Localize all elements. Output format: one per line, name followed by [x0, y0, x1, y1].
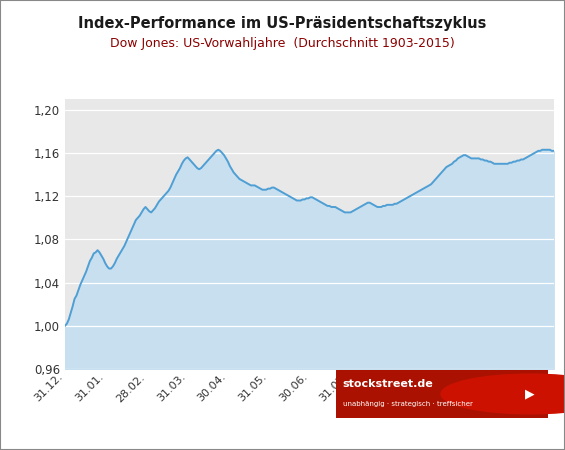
Text: stockstreet.de: stockstreet.de	[342, 378, 433, 389]
Text: Dow Jones: US-Vorwahljahre  (Durchschnitt 1903-2015): Dow Jones: US-Vorwahljahre (Durchschnitt…	[110, 37, 455, 50]
Text: ▶: ▶	[525, 387, 535, 400]
Text: unabhängig · strategisch · treffsicher: unabhängig · strategisch · treffsicher	[342, 401, 472, 407]
Circle shape	[441, 374, 565, 414]
Text: Index-Performance im US-Präsidentschaftszyklus: Index-Performance im US-Präsidentschafts…	[79, 16, 486, 31]
